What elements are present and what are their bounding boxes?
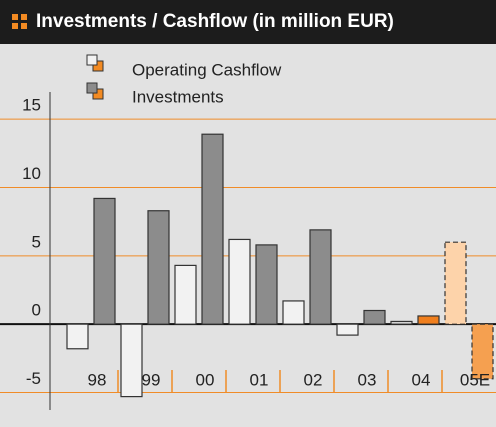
bar bbox=[255, 244, 278, 325]
x-tick-label: 04 bbox=[412, 370, 431, 389]
x-tick-label: 01 bbox=[250, 370, 269, 389]
x-tick-label: 03 bbox=[358, 370, 377, 389]
y-tick-label: 15 bbox=[22, 96, 41, 115]
legend-label: Operating Cashflow bbox=[132, 60, 282, 79]
header-bar bbox=[0, 0, 496, 44]
bar bbox=[174, 264, 197, 325]
header-icon bbox=[12, 14, 27, 29]
x-tick-label: 98 bbox=[88, 370, 107, 389]
bar bbox=[120, 323, 143, 398]
bar bbox=[228, 238, 251, 325]
bar bbox=[336, 323, 359, 336]
y-tick-label: 10 bbox=[22, 164, 41, 183]
bar bbox=[363, 309, 386, 325]
bar bbox=[444, 241, 467, 325]
chart-title: Investments / Cashflow (in million EUR) bbox=[36, 11, 394, 32]
legend-label: Investments bbox=[132, 87, 224, 106]
bar bbox=[417, 315, 440, 325]
y-tick-label: -5 bbox=[26, 369, 41, 388]
bar bbox=[201, 133, 224, 325]
x-tick-label: 05E bbox=[460, 370, 490, 389]
x-tick-label: 99 bbox=[142, 370, 161, 389]
bar bbox=[66, 323, 89, 350]
x-tick-label: 02 bbox=[304, 370, 323, 389]
bar bbox=[147, 210, 170, 325]
bar bbox=[309, 229, 332, 325]
bar bbox=[471, 323, 494, 380]
y-tick-label: 0 bbox=[32, 301, 41, 320]
bar bbox=[390, 320, 413, 325]
y-tick-label: 5 bbox=[32, 232, 41, 251]
bar bbox=[282, 300, 305, 325]
x-tick-label: 00 bbox=[196, 370, 215, 389]
bar bbox=[93, 197, 116, 325]
legend: Operating Cashflow Investments bbox=[86, 54, 282, 106]
